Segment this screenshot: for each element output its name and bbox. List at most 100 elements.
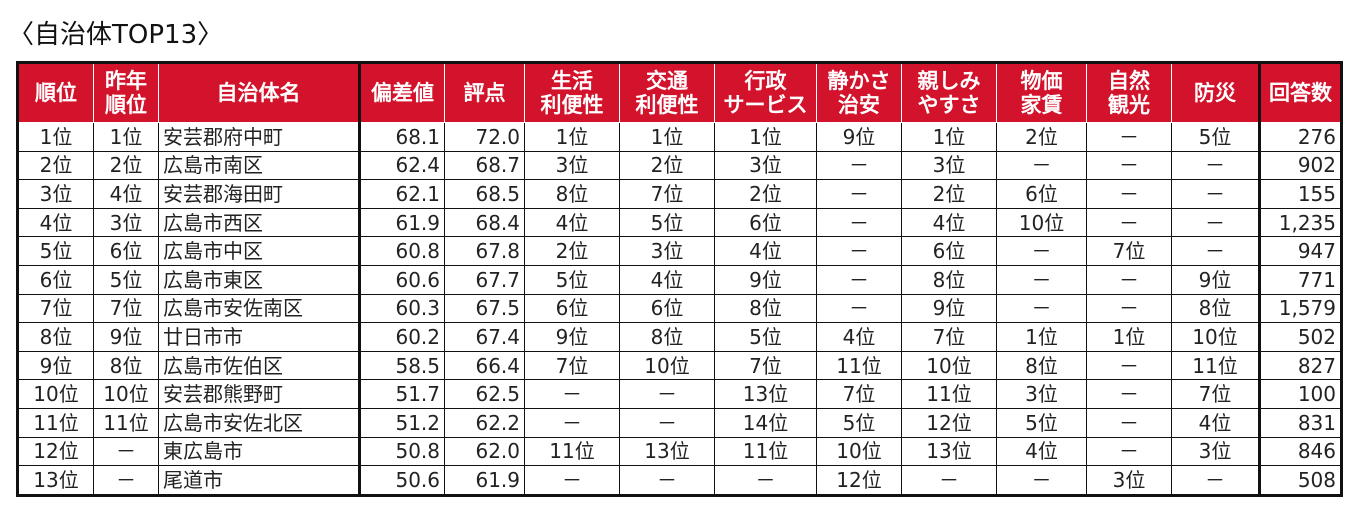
table-cell: － [524, 465, 620, 496]
table-row: 8位 9位 廿日市市 60.2 67.4 9位 8位 5位 4位 7位 1位 1位 10位 502 [17, 322, 1342, 352]
table-cell: 60.8 [358, 236, 445, 266]
table-cell: 60.6 [358, 264, 445, 295]
table-cell: 7位 [17, 293, 94, 324]
table-cell: 9位 [1171, 264, 1260, 295]
table-cell: － [524, 379, 620, 409]
table-cell: 4位 [901, 207, 997, 238]
table-cell: 9位 [524, 322, 620, 352]
table-cell: 1位 [714, 122, 817, 152]
table-cell: 10位 [901, 350, 997, 381]
ranking-table: 順位 昨年 順位 自治体名 偏差値 評点 生活 利便性 交通 利便性 行政 サービス 静かさ 治安 親しみや… [16, 61, 1343, 497]
table-cell: 50.8 [358, 436, 445, 467]
table-cell: 3位 [714, 150, 817, 181]
table-row: 13位－尾道市 50.6 61.9 －－－ 12位－－ 3位－ 508 [17, 465, 1342, 496]
table-cell: 7位 [1086, 236, 1172, 266]
column-header: 自然 観光 [1086, 61, 1172, 123]
table-cell: 11位 [901, 379, 997, 409]
table-cell: 5位 [524, 264, 620, 295]
table-cell: 3位 [524, 150, 620, 181]
table-cell: 5位 [93, 264, 159, 295]
table-cell: － [816, 264, 902, 295]
table-cell: 4位 [816, 322, 902, 352]
column-header: 防災 [1171, 61, 1260, 123]
column-header: 生活 利便性 [524, 61, 620, 123]
table-cell: － [1086, 264, 1172, 295]
table-cell: 4位 [714, 236, 817, 266]
page-title: 〈自治体TOP13〉 [8, 20, 224, 50]
table-cell: 62.2 [444, 407, 525, 438]
table-cell: 7位 [901, 322, 997, 352]
table-cell: 5位 [1171, 122, 1260, 152]
table-cell: 8位 [93, 350, 159, 381]
table-cell: 67.4 [444, 322, 525, 352]
table-cell: 広島市中区 [158, 236, 360, 266]
table-cell: 3位 [17, 179, 94, 209]
table-cell: 10位 [996, 207, 1087, 238]
table-cell: 広島市東区 [158, 264, 360, 295]
table-cell: 62.1 [358, 179, 445, 209]
table-row: 12位－東広島市 50.8 62.0 11位 13位 11位 10位 13位 4位－ 3位 846 [17, 436, 1342, 467]
table-cell: 100 [1258, 379, 1342, 409]
column-header: 回答数 [1258, 61, 1342, 123]
table-cell: － [1171, 150, 1260, 181]
table-cell: 6位 [996, 179, 1087, 209]
table-row: 9位 8位 広島市佐伯区 58.5 66.4 7位 10位 7位 11位 10位 8位－ 11位 827 [17, 350, 1342, 381]
table-cell: 1位 [524, 122, 620, 152]
table-cell: 13位 [619, 436, 715, 467]
table-cell: － [1171, 236, 1260, 266]
table-cell: － [1086, 122, 1172, 152]
table-cell: － [816, 293, 902, 324]
column-header: 静かさ 治安 [816, 61, 902, 123]
table-cell: 6位 [619, 293, 715, 324]
table-cell: 502 [1258, 322, 1342, 352]
table-cell: 12位 [17, 436, 94, 467]
table-cell: 10位 [93, 379, 159, 409]
table-cell: 5位 [816, 407, 902, 438]
table-cell: 902 [1258, 150, 1342, 181]
table-cell: － [619, 379, 715, 409]
table-row: 1位 1位 安芸郡府中町 68.1 72.0 1位 1位 1位 9位 1位 2位－ 5位 276 [17, 122, 1342, 152]
table-cell: 827 [1258, 350, 1342, 381]
table-cell: 8位 [714, 293, 817, 324]
table-cell: 13位 [17, 465, 94, 496]
table-row: 5位 6位 広島市中区 60.8 67.8 2位 3位 4位－ 6位－ 7位－ 947 [17, 236, 1342, 266]
table-cell: 12位 [901, 407, 997, 438]
table-cell: 4位 [1171, 407, 1260, 438]
table-cell: 1位 [996, 322, 1087, 352]
table-cell: 4位 [619, 264, 715, 295]
table-cell: 8位 [17, 322, 94, 352]
table-cell: 広島市南区 [158, 150, 360, 181]
table-cell: 155 [1258, 179, 1342, 209]
table-cell: － [714, 465, 817, 496]
table-cell: 12位 [816, 465, 902, 496]
table-cell: 8位 [1171, 293, 1260, 324]
table-cell: 7位 [93, 293, 159, 324]
table-cell: 9位 [816, 122, 902, 152]
table-cell: 6位 [17, 264, 94, 295]
table-cell: 5位 [714, 322, 817, 352]
column-header: 昨年 順位 [93, 61, 159, 123]
table-cell: 68.5 [444, 179, 525, 209]
table-cell: － [1086, 207, 1172, 238]
table-cell: － [93, 465, 159, 496]
table-cell: 831 [1258, 407, 1342, 438]
table-cell: 1位 [1086, 322, 1172, 352]
table-cell: － [996, 465, 1087, 496]
table-cell: 67.8 [444, 236, 525, 266]
table-cell: － [1171, 465, 1260, 496]
table-cell: 68.1 [358, 122, 445, 152]
table-cell: 846 [1258, 436, 1342, 467]
table-cell: 3位 [1086, 465, 1172, 496]
table-cell: 1位 [901, 122, 997, 152]
table-cell: 62.4 [358, 150, 445, 181]
table-cell: 8位 [901, 264, 997, 295]
table-cell: 10位 [17, 379, 94, 409]
table-cell: 安芸郡府中町 [158, 122, 360, 152]
table-cell: 11位 [816, 350, 902, 381]
table-cell: － [996, 264, 1087, 295]
table-cell: 9位 [17, 350, 94, 381]
table-row: 11位 11位 広島市安佐北区 51.2 62.2 －－ 14位 5位 12位 5位－ 4位 831 [17, 407, 1342, 438]
table-row: 10位 10位 安芸郡熊野町 51.7 62.5 －－ 13位 7位 11位 3位－ 7位 100 [17, 379, 1342, 409]
table-cell: － [1086, 350, 1172, 381]
table-cell: 10位 [1171, 322, 1260, 352]
